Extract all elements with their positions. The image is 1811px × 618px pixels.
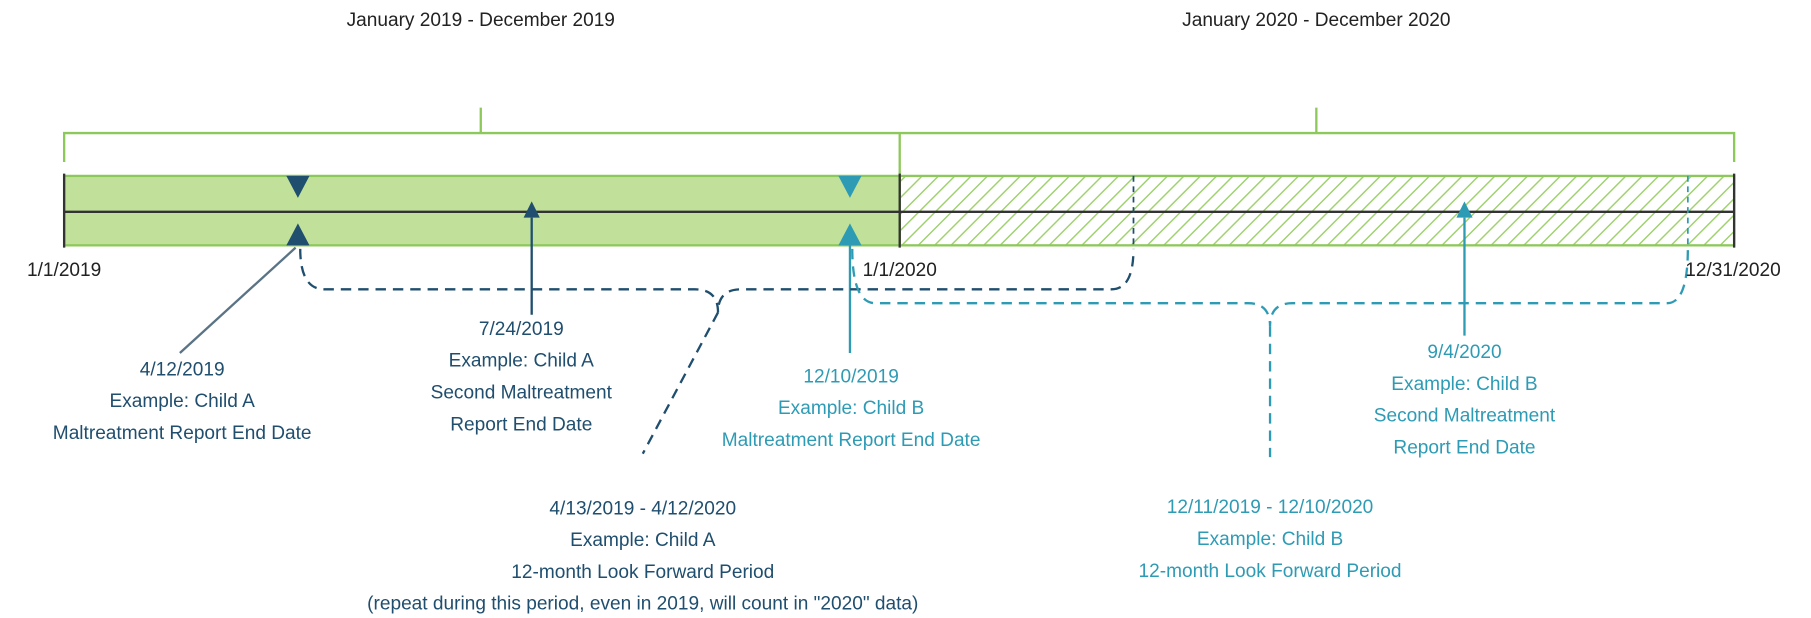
callout-line: 12-month Look Forward Period [511,562,774,583]
period-header: January 2020 - December 2020 [1182,10,1450,31]
period-header: January 2019 - December 2019 [347,10,615,31]
date-label: 12/31/2020 [1685,260,1780,281]
callout-line: (repeat during this period, even in 2019… [367,594,918,615]
callout-line: Report End Date [1393,438,1535,459]
callout-line: Maltreatment Report End Date [53,423,312,444]
callout-line: Second Maltreatment [431,383,613,404]
date-label: 1/1/2020 [863,260,937,281]
callout-line: Example: Child A [110,391,256,412]
callout-line: Example: Child B [778,398,924,419]
callout-line: Report End Date [450,414,592,435]
callout-line: 4/13/2019 - 4/12/2020 [549,498,736,519]
callout-line: Example: Child A [449,351,595,372]
callout-line: 12/10/2019 [803,366,898,387]
callout-line: 12/11/2019 - 12/10/2020 [1167,497,1374,518]
callout-line: Example: Child A [570,530,716,551]
markers [286,175,1473,246]
braces [299,248,1689,458]
callout-line: 4/12/2019 [140,359,225,380]
callout-line: 9/4/2020 [1427,342,1501,363]
callout-line: 12-month Look Forward Period [1139,561,1402,582]
brackets [62,107,1736,176]
date-label: 1/1/2019 [27,260,101,281]
callout-line: Example: Child B [1197,529,1343,550]
callout-line: Example: Child B [1391,374,1537,395]
callout-line: Second Maltreatment [1374,406,1556,427]
callouts: 4/12/2019 Example: Child A Maltreatment Re… [53,319,1556,615]
pointers [179,217,1466,354]
callout-line: Maltreatment Report End Date [722,430,981,451]
callout-line: 7/24/2019 [479,319,564,340]
